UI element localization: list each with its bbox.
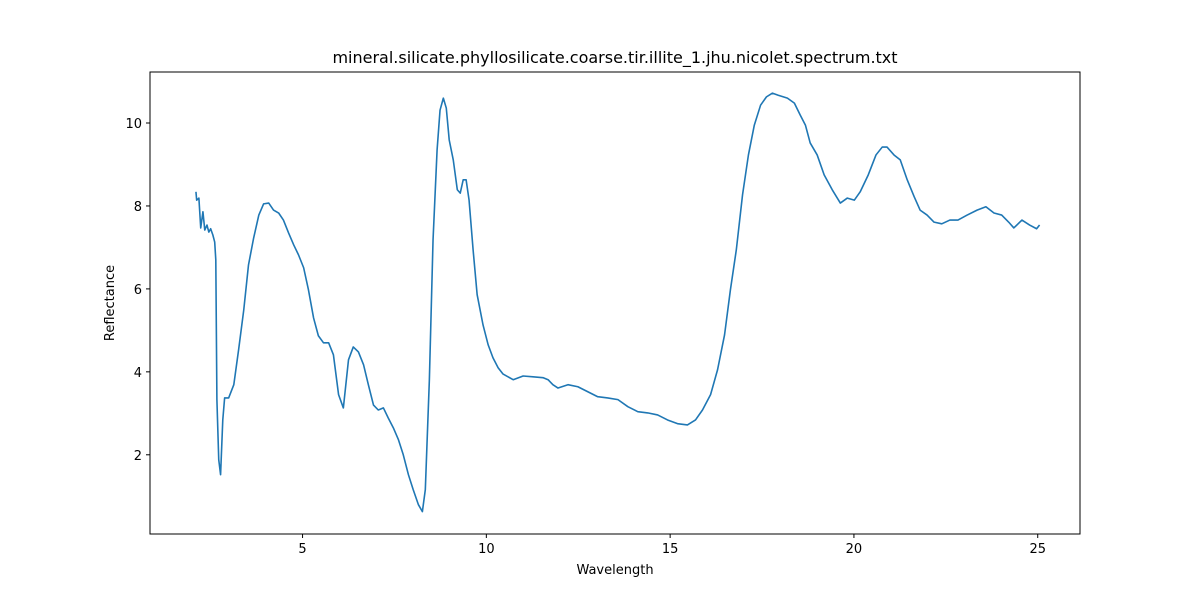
- x-tick-label: 10: [478, 542, 495, 557]
- plot-frame: [149, 71, 1081, 535]
- y-axis-label: Reflectance: [103, 265, 118, 341]
- line-series: [195, 92, 1041, 513]
- y-tick-label: 4: [134, 366, 142, 381]
- y-tick-label: 6: [134, 283, 142, 298]
- x-tick-label: 20: [846, 542, 863, 557]
- y-tick-label: 8: [134, 200, 142, 215]
- x-axis-label: Wavelength: [576, 563, 653, 578]
- chart-title: mineral.silicate.phyllosilicate.coarse.t…: [332, 48, 897, 68]
- x-tick-label: 15: [662, 542, 679, 557]
- y-tick-label: 2: [134, 449, 142, 464]
- y-tick-label: 10: [125, 117, 142, 132]
- x-tick-label: 25: [1029, 542, 1046, 557]
- x-tick-label: 5: [298, 542, 306, 557]
